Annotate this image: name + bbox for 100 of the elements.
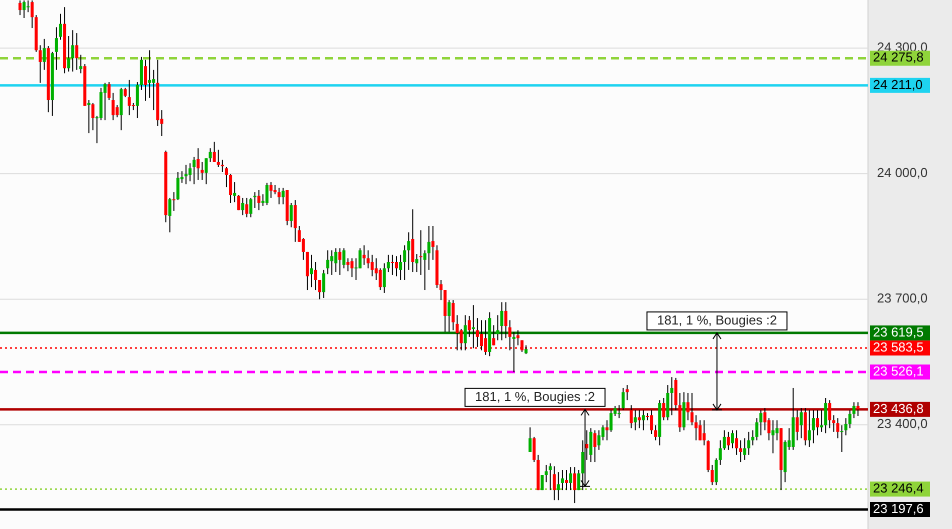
- candlestick: [196, 148, 200, 180]
- candlestick: [58, 13, 62, 40]
- candlestick: [265, 182, 268, 206]
- candlestick: [233, 182, 236, 203]
- candlestick: [104, 82, 107, 121]
- candlestick: [472, 304, 475, 349]
- candlestick: [452, 300, 455, 331]
- candlestick: [540, 474, 544, 491]
- annotation: 181, 1 %, Bougies :2: [656, 312, 777, 328]
- y-tick-label: 23 700,0: [877, 290, 928, 306]
- candlestick: [751, 430, 754, 446]
- candlestick: [840, 424, 844, 452]
- candlestick: [366, 250, 370, 269]
- candlestick: [630, 404, 633, 429]
- candlestick: [642, 410, 645, 431]
- candlestick: [678, 392, 682, 432]
- candlestick: [528, 426, 532, 452]
- candlestick: [30, 0, 34, 29]
- candlestick: [144, 59, 148, 102]
- candlestick: [548, 462, 552, 491]
- candlestick: [589, 428, 592, 463]
- candlestick: [500, 302, 504, 341]
- candlestick: [136, 82, 139, 119]
- candlestick: [698, 420, 702, 441]
- candlestick: [694, 414, 698, 441]
- candlestick: [176, 172, 180, 201]
- candlestick: [650, 410, 654, 434]
- candlestick: [532, 436, 536, 463]
- candlestick: [512, 331, 516, 373]
- candlestick: [18, 0, 22, 16]
- candlestick: [282, 187, 285, 205]
- candlestick: [735, 430, 738, 456]
- candlestick: [581, 440, 584, 491]
- candlestick: [188, 162, 192, 182]
- candlestick: [726, 431, 730, 450]
- ref-line-label: 23 619,5: [873, 324, 924, 340]
- ref-line-label: 24 211,0: [873, 76, 923, 92]
- candlestick: [152, 69, 156, 111]
- candlestick: [626, 384, 629, 401]
- candlestick: [722, 430, 726, 450]
- candlestick: [824, 398, 828, 434]
- candlestick: [816, 410, 820, 436]
- candlestick: [386, 254, 390, 273]
- candlestick: [622, 387, 625, 411]
- candlestick: [610, 410, 613, 432]
- candlestick: [42, 38, 46, 70]
- candlestick: [739, 440, 742, 463]
- candlestick: [492, 324, 496, 346]
- candlestick: [403, 244, 406, 280]
- candlestick: [759, 410, 762, 436]
- candlestick: [593, 430, 596, 463]
- candlestick: [294, 200, 297, 242]
- candlestick: [148, 50, 152, 98]
- candlestick: [800, 408, 803, 439]
- candlestick: [290, 202, 293, 228]
- candlestick: [730, 430, 734, 449]
- candlestick: [112, 92, 115, 121]
- candlestick: [702, 420, 706, 446]
- candlestick: [278, 187, 281, 205]
- candlestick: [237, 194, 240, 211]
- candlestick: [419, 230, 422, 276]
- candlestick: [634, 410, 637, 431]
- candlestick: [212, 141, 216, 162]
- candlestick: [560, 469, 564, 491]
- candlestick: [330, 250, 334, 276]
- candlestick: [747, 431, 750, 456]
- candlestick: [216, 149, 220, 168]
- candlestick: [91, 102, 94, 131]
- candlestick: [423, 250, 426, 291]
- candlestick: [484, 320, 488, 356]
- candlestick: [124, 87, 127, 98]
- candlestick: [128, 79, 131, 116]
- candlestick: [670, 376, 674, 416]
- candlestick: [836, 418, 840, 439]
- candlestick: [22, 0, 26, 18]
- y-tick-label: 23 400,0: [877, 416, 928, 432]
- candlestick: [832, 414, 836, 432]
- candlestick: [38, 44, 42, 84]
- annotation: 181, 1 %, Bougies :2: [475, 388, 596, 404]
- candlestick: [597, 430, 600, 450]
- candlestick: [411, 208, 414, 273]
- candlestick: [224, 166, 228, 188]
- candlestick: [828, 400, 832, 429]
- candlestick: [257, 190, 260, 211]
- candlestick: [504, 302, 508, 339]
- candlestick: [269, 182, 273, 198]
- candlestick: [820, 410, 824, 432]
- ref-line-label: 23 197,6: [873, 500, 924, 516]
- candlestick: [71, 30, 74, 72]
- candlestick: [569, 466, 572, 491]
- candlestick: [852, 402, 856, 419]
- candlestick: [334, 248, 338, 273]
- candlestick: [448, 300, 451, 332]
- candlestick: [245, 197, 248, 218]
- candlestick: [314, 261, 318, 291]
- candlestick: [370, 254, 374, 277]
- candlestick: [796, 410, 799, 441]
- candlestick: [496, 314, 500, 341]
- candlestick: [844, 418, 848, 436]
- candlestick: [67, 35, 70, 72]
